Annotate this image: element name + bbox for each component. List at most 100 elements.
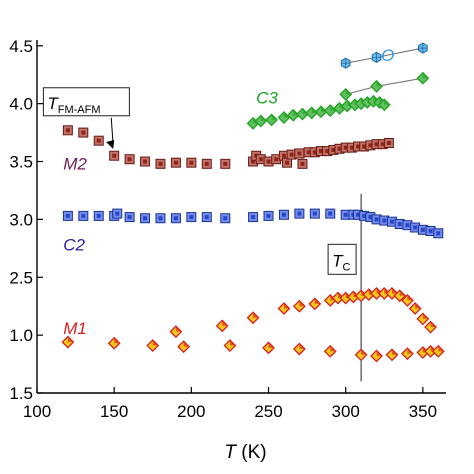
x-tick-label: 100 bbox=[23, 402, 51, 421]
data-point bbox=[78, 127, 89, 138]
data-point bbox=[223, 339, 237, 352]
axes: 100 150 200 250 300 350 1.5 1.0 2.5 3.0 3.5 4.0 4.5 bbox=[9, 37, 446, 421]
data-point bbox=[155, 213, 166, 224]
series-m2 bbox=[62, 125, 394, 169]
data-point bbox=[220, 213, 231, 224]
series-m1 bbox=[61, 335, 445, 363]
data-point bbox=[170, 213, 181, 224]
data-point bbox=[278, 209, 289, 220]
data-point bbox=[370, 349, 383, 363]
data-point bbox=[170, 157, 181, 168]
data-point bbox=[305, 106, 319, 120]
data-point bbox=[400, 293, 414, 307]
series-m1-upper- bbox=[169, 287, 437, 339]
data-point bbox=[339, 87, 353, 101]
data-point bbox=[201, 212, 212, 223]
data-point bbox=[424, 320, 437, 334]
data-point bbox=[201, 158, 212, 169]
data-point bbox=[297, 158, 308, 169]
data-point bbox=[124, 154, 135, 165]
series-o bbox=[340, 42, 428, 69]
x-tick-label: 350 bbox=[409, 402, 437, 421]
data-point bbox=[140, 213, 151, 224]
data-point bbox=[109, 150, 120, 161]
data-point bbox=[294, 208, 305, 219]
tc-label: TC bbox=[332, 251, 350, 273]
data-point bbox=[416, 312, 430, 326]
data-point bbox=[286, 108, 300, 122]
data-point bbox=[308, 297, 322, 311]
series-c3 bbox=[246, 94, 391, 130]
data-point bbox=[416, 346, 430, 359]
data-point bbox=[215, 319, 229, 333]
series-line bbox=[345, 77, 423, 95]
data-point bbox=[93, 210, 104, 221]
data-point bbox=[314, 105, 328, 119]
tfm-afm-label-box bbox=[42, 87, 130, 117]
series-layer bbox=[61, 42, 445, 363]
data-point bbox=[393, 289, 407, 303]
series-label-c2: C2 bbox=[63, 236, 85, 255]
y-tick-label: 2.5 bbox=[9, 268, 33, 287]
data-point bbox=[385, 348, 399, 362]
x-axis-label-unit: (K) bbox=[236, 442, 267, 463]
tc-label-main: T bbox=[332, 251, 344, 270]
data-point bbox=[177, 340, 191, 354]
data-point bbox=[140, 156, 151, 167]
data-point bbox=[354, 348, 368, 362]
data-point bbox=[265, 113, 279, 127]
data-point bbox=[62, 125, 73, 136]
data-point bbox=[186, 157, 197, 168]
y-tick-label: 3.5 bbox=[9, 153, 33, 172]
series-label-m2: M2 bbox=[63, 155, 87, 174]
data-point bbox=[262, 341, 275, 355]
tc-label-sub: C bbox=[343, 261, 351, 273]
tfm-afm-label-sub: FM-AFM bbox=[58, 104, 101, 116]
data-point bbox=[296, 107, 309, 121]
y-tick-label: 1.0 bbox=[9, 326, 33, 345]
series-label-o: O bbox=[381, 46, 394, 65]
data-point bbox=[294, 148, 305, 159]
data-point bbox=[146, 339, 160, 352]
series-c3-high- bbox=[339, 71, 430, 101]
data-point bbox=[417, 42, 428, 54]
x-tick-label: 300 bbox=[331, 402, 359, 421]
data-point bbox=[323, 104, 337, 118]
data-point bbox=[377, 98, 391, 112]
x-axis-label: T (K) bbox=[224, 442, 266, 463]
x-tick-label: 250 bbox=[254, 402, 282, 421]
x-tick-label: 150 bbox=[100, 402, 128, 421]
series-c2 bbox=[62, 208, 444, 239]
data-point bbox=[340, 57, 351, 69]
tfm-afm-label-main: T bbox=[47, 94, 59, 113]
data-point bbox=[246, 311, 260, 325]
series-label-m1: M1 bbox=[63, 319, 87, 338]
data-point bbox=[292, 342, 306, 356]
data-point bbox=[107, 336, 121, 350]
series-label-c3: C3 bbox=[256, 89, 278, 108]
x-axis-label-symbol: T bbox=[224, 442, 237, 463]
data-point bbox=[155, 158, 166, 169]
data-point bbox=[277, 302, 291, 315]
data-point bbox=[383, 138, 394, 149]
data-point bbox=[61, 335, 75, 349]
tfm-afm-label: TFM-AFM bbox=[47, 94, 100, 116]
data-point bbox=[78, 210, 89, 221]
data-point bbox=[433, 228, 444, 239]
series-labels: O C3 M2 C2 M1 bbox=[63, 46, 394, 338]
x-tick-label: 200 bbox=[177, 402, 205, 421]
data-point bbox=[220, 158, 231, 169]
data-point bbox=[292, 299, 306, 313]
data-point bbox=[408, 302, 422, 315]
data-point bbox=[400, 347, 414, 361]
data-point bbox=[62, 210, 73, 221]
tc-label-box bbox=[327, 243, 357, 275]
data-point bbox=[263, 210, 274, 221]
data-point bbox=[248, 212, 259, 223]
data-point bbox=[371, 51, 382, 63]
data-point bbox=[416, 71, 430, 85]
data-point bbox=[325, 208, 336, 219]
data-point bbox=[323, 344, 337, 358]
data-point bbox=[431, 344, 445, 358]
data-point bbox=[254, 114, 268, 128]
